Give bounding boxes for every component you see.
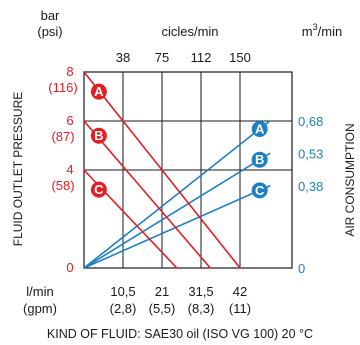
bottom-tick-label: 21 — [155, 284, 169, 299]
pressure-marker-label: C — [94, 182, 104, 197]
bottom-unit-top: l/min — [26, 284, 53, 299]
pressure-marker-a — [90, 83, 107, 100]
pressure-line-b — [83, 120, 212, 269]
air-marker-a — [251, 121, 268, 138]
bottom-tick-sublabel: (5,5) — [149, 301, 176, 316]
top-tick-label: 38 — [116, 50, 130, 65]
bottom-tick-label: 42 — [233, 284, 247, 299]
top-tick-label: 112 — [191, 50, 212, 65]
chart-footer: KIND OF FLUID: SAE30 oil (ISO VG 100) 20… — [47, 327, 313, 341]
right-axis-title: AIR CONSUMPTION — [343, 123, 357, 236]
left-tick-sublabel: (116) — [48, 80, 77, 95]
right-tick-label: 0,53 — [298, 146, 323, 161]
air-marker-label: B — [255, 152, 264, 167]
right-unit-tail: /min — [318, 24, 343, 39]
air-marker-c — [251, 182, 268, 199]
right-tick-label: 0,38 — [298, 179, 323, 194]
air-line-c — [83, 185, 271, 269]
bottom-tick-label: 10,5 — [110, 284, 135, 299]
pressure-line-a — [83, 71, 241, 269]
right-tick-label: 0 — [298, 261, 305, 276]
pressure-marker-label: A — [94, 84, 104, 99]
right-unit: m3/min — [302, 22, 342, 39]
bottom-tick-label: 31,5 — [188, 284, 213, 299]
air-marker-label: A — [255, 122, 265, 137]
air-marker-label: C — [255, 183, 265, 198]
air-line-a — [83, 120, 271, 269]
left-tick-label: 4 — [66, 162, 73, 177]
right-unit-sup: 3 — [313, 22, 318, 32]
left-tick-label: 0 — [66, 260, 73, 275]
right-tick-label: 0,68 — [298, 114, 323, 129]
right-unit-base: m — [302, 24, 313, 39]
top-tick-label: 75 — [155, 50, 169, 65]
tick-labels: 38 75 112 150 10,5 (2,8) 21 (5,5) 31,5 (8,3) 42 (11… — [48, 50, 323, 316]
bottom-tick-sublabel: (11) — [229, 301, 251, 316]
grid — [84, 71, 292, 268]
left-tick-sublabel: (87) — [51, 129, 74, 144]
top-axis-label: cicles/min — [161, 24, 218, 39]
bottom-unit-bottom: (gpm) — [23, 301, 57, 316]
bottom-tick-sublabel: (8,3) — [188, 301, 215, 316]
bottom-tick-sublabel: (2,8) — [110, 301, 137, 316]
pressure-marker-b — [90, 127, 107, 144]
left-tick-label: 8 — [66, 64, 73, 79]
air-line-b — [83, 152, 271, 269]
left-unit-top: bar — [41, 8, 60, 23]
pressure-marker-label: B — [94, 128, 103, 143]
left-axis-title: FLUID OUTLET PRESSURE — [11, 92, 25, 246]
left-tick-sublabel: (58) — [51, 178, 74, 193]
pressure-marker-c — [90, 181, 107, 198]
air-marker-b — [251, 151, 268, 168]
left-tick-label: 6 — [66, 113, 73, 128]
top-tick-label: 150 — [229, 50, 251, 65]
left-unit-bottom: (psi) — [37, 24, 62, 39]
